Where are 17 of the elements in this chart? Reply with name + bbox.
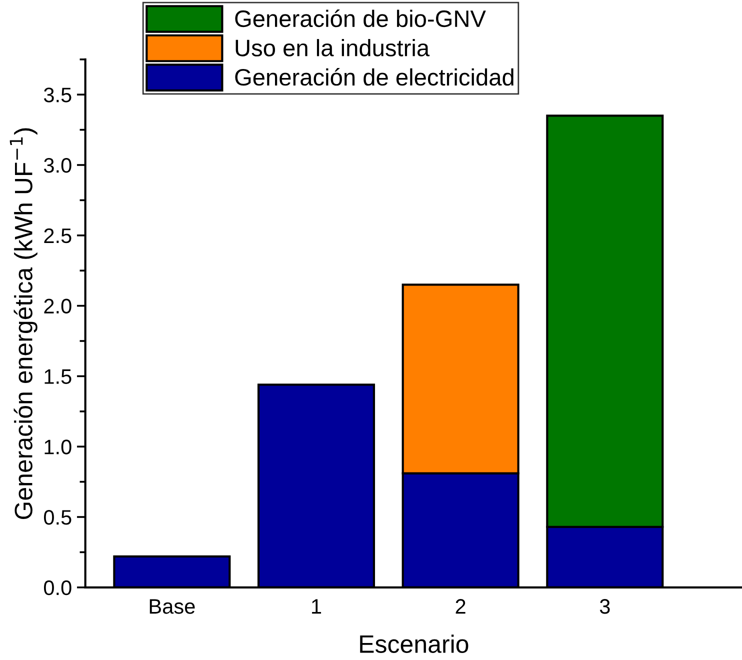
y-tick-label: 2.0: [44, 298, 72, 314]
y-tick-label: 1.5: [44, 369, 72, 384]
y-tick-label: 1.0: [44, 440, 72, 454]
y-tick-label: 0.5: [44, 510, 72, 525]
y-tick-label: 3.0: [44, 158, 72, 173]
y-tick-label: 2.5: [44, 228, 72, 244]
legend-label: Generación de bio-GNV: [235, 10, 486, 28]
y-axis-title: Generación energética (kWh UF$^{−1}$): [10, 128, 38, 520]
legend-label: Generación de electricidad: [235, 68, 514, 86]
x-tick-label: 2: [456, 599, 466, 614]
x-tick-label: 3: [600, 599, 610, 614]
legend-label: Uso en la industria: [236, 39, 430, 56]
x-axis-title: Escenario: [360, 634, 468, 653]
y-tick-label: 3.5: [44, 88, 72, 102]
y-tick-label: 0.0: [44, 580, 72, 596]
x-tick-label: Base: [150, 599, 195, 614]
x-tick-label: 1: [312, 599, 322, 614]
